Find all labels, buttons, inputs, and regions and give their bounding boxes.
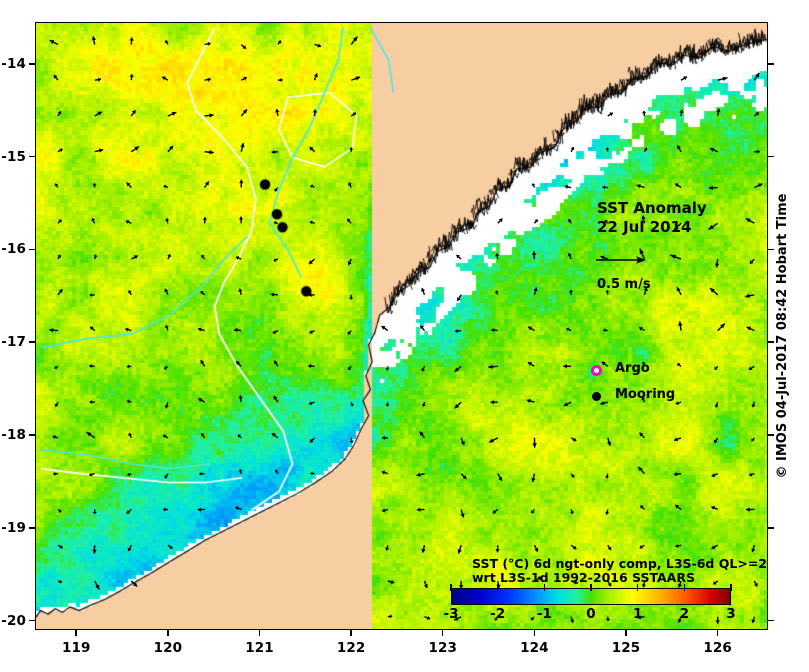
x-tick xyxy=(441,630,444,636)
x-tick-label: 122 xyxy=(336,640,366,656)
map-plot-area[interactable] xyxy=(35,22,768,630)
x-tick xyxy=(716,630,719,636)
colorbar-tick-label: 1 xyxy=(632,606,643,622)
colorbar-tick-label: 3 xyxy=(726,606,736,622)
y-tick-right xyxy=(768,155,774,158)
x-tick xyxy=(75,630,77,636)
colorbar-tick xyxy=(683,584,686,591)
x-tick-label: 124 xyxy=(520,640,549,656)
legend-label-mooring: Mooring xyxy=(615,387,676,402)
map-date: 22 Jul 2014 xyxy=(597,218,692,236)
x-tick xyxy=(533,630,536,636)
legend-label-argo: Argo xyxy=(615,361,650,376)
colorbar: -3 -2 -1 0 1 2 3 xyxy=(444,584,736,622)
reference-arrow-label: 0.5 m/s xyxy=(597,277,651,292)
x-tick-label: 121 xyxy=(245,640,274,656)
colorbar-tick xyxy=(590,584,592,591)
x-tick xyxy=(167,630,169,636)
y-tick xyxy=(29,619,35,622)
y-tick xyxy=(29,434,35,436)
y-tick-label: -15 xyxy=(1,148,26,165)
caption-line-1: SST (°C) 6d ngt-only comp, L3S-6d QL>=2 xyxy=(472,556,767,571)
y-tick-right xyxy=(768,527,774,529)
colorbar-tick xyxy=(450,584,452,591)
mooring-marker-icon xyxy=(592,392,601,401)
colorbar-tick-label: -2 xyxy=(490,606,506,622)
x-tick-label: 125 xyxy=(611,640,641,656)
y-tick-right xyxy=(768,619,774,622)
y-tick xyxy=(29,63,35,65)
y-tick-label: -19 xyxy=(1,519,26,536)
x-tick xyxy=(350,630,352,636)
credit-text: © IMOS 04-Jul-2017 08:42 Hobart Time xyxy=(775,193,790,479)
y-tick-label: -20 xyxy=(1,612,26,629)
colorbar-tick xyxy=(543,584,546,591)
colorbar-tick-label: 0 xyxy=(586,606,596,622)
colorbar-tick-label: -1 xyxy=(536,606,552,622)
caption-line-2: wrt L3S-1d 1992-2016 SSTAARS xyxy=(472,570,695,585)
y-tick-right xyxy=(768,248,774,251)
colorbar-tick-label: -3 xyxy=(443,606,459,622)
x-tick-label: 120 xyxy=(153,640,183,656)
colorbar-tick-label: 2 xyxy=(679,606,690,622)
sst-anomaly-raster xyxy=(36,23,767,629)
y-tick-label: -17 xyxy=(1,334,26,351)
y-tick-label: -14 xyxy=(1,55,26,72)
y-tick-label: -18 xyxy=(1,427,26,444)
y-tick xyxy=(29,527,35,529)
x-tick xyxy=(258,630,261,636)
y-tick-label: -16 xyxy=(1,241,26,258)
y-tick-right xyxy=(768,63,774,65)
x-tick-label: 119 xyxy=(61,640,91,656)
colorbar-tick xyxy=(730,584,732,591)
y-tick-right xyxy=(768,434,774,436)
argo-marker-icon xyxy=(591,365,602,376)
y-tick xyxy=(29,341,35,343)
y-tick-right xyxy=(768,341,774,343)
colorbar-tick xyxy=(636,584,639,591)
x-tick xyxy=(625,630,627,636)
reference-arrow-icon xyxy=(596,256,646,264)
x-tick-label: 126 xyxy=(703,640,732,656)
current-vector-overlay xyxy=(49,36,763,624)
map-title: SST Anomaly xyxy=(597,199,707,217)
x-tick-label: 123 xyxy=(428,640,457,656)
y-tick xyxy=(29,248,35,251)
y-tick xyxy=(29,155,35,158)
colorbar-tick xyxy=(496,584,499,591)
